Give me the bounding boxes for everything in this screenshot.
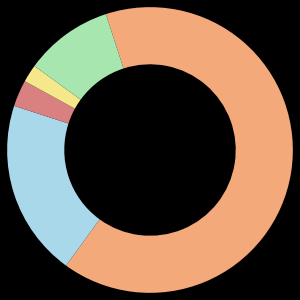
Wedge shape [25, 66, 81, 109]
Wedge shape [14, 81, 75, 124]
Wedge shape [34, 14, 124, 100]
Wedge shape [7, 106, 100, 266]
Wedge shape [66, 7, 293, 293]
